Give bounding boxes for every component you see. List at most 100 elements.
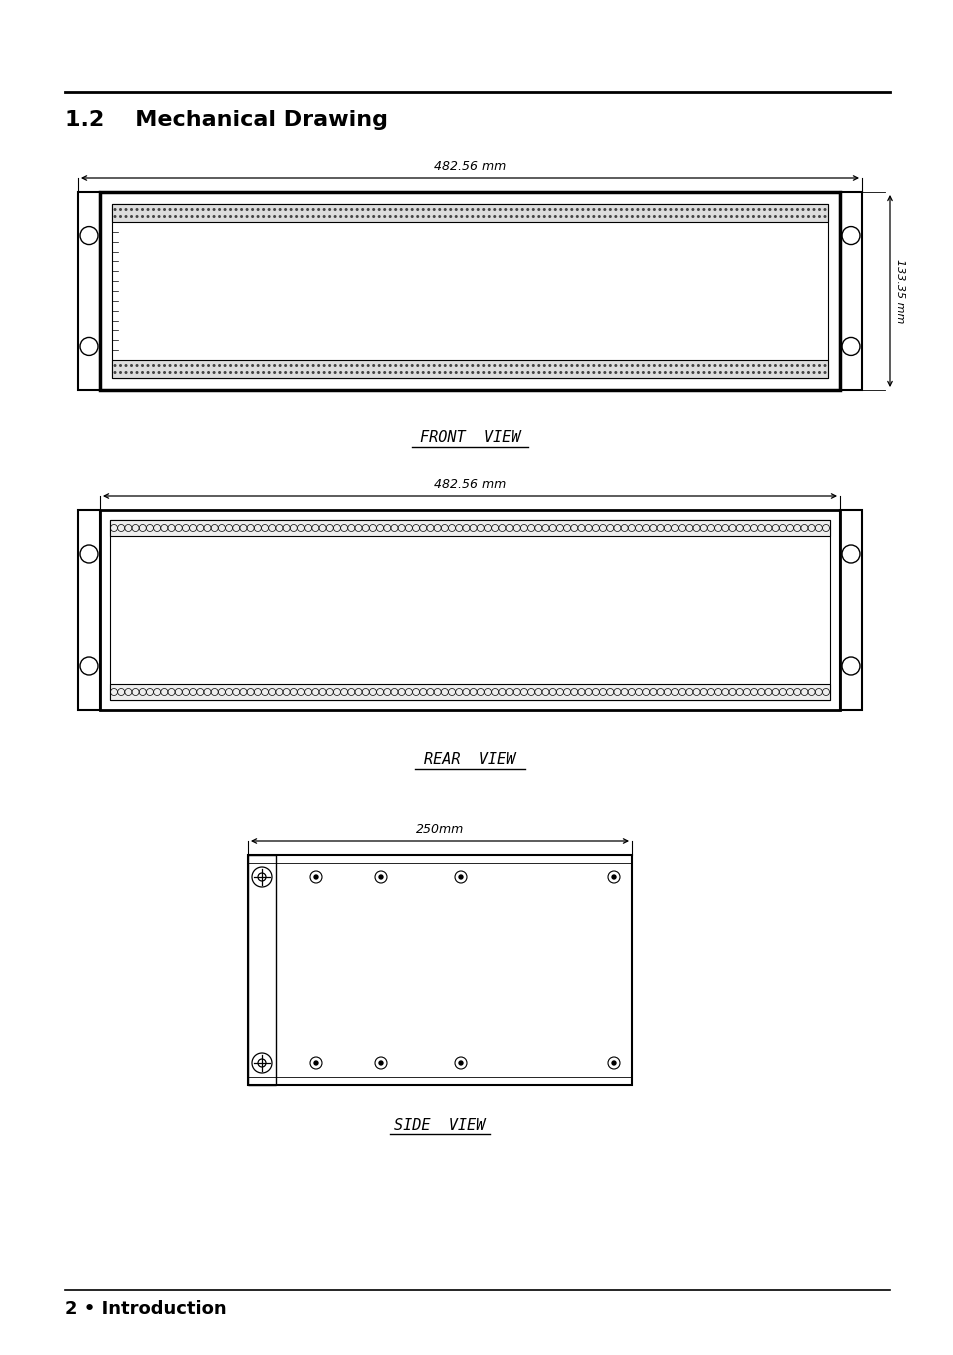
Circle shape xyxy=(179,215,182,218)
Circle shape xyxy=(278,371,281,374)
Circle shape xyxy=(306,215,309,218)
Circle shape xyxy=(163,215,166,218)
Circle shape xyxy=(740,364,743,367)
Circle shape xyxy=(768,364,771,367)
Circle shape xyxy=(762,215,765,218)
Circle shape xyxy=(762,371,765,374)
Circle shape xyxy=(443,364,446,367)
Circle shape xyxy=(366,364,370,367)
Circle shape xyxy=(229,215,232,218)
Circle shape xyxy=(586,215,589,218)
Circle shape xyxy=(647,209,650,211)
Circle shape xyxy=(713,209,716,211)
Circle shape xyxy=(614,371,617,374)
Circle shape xyxy=(817,209,821,211)
Circle shape xyxy=(130,215,132,218)
Bar xyxy=(100,509,840,710)
Text: 250mm: 250mm xyxy=(416,822,464,836)
Circle shape xyxy=(509,371,513,374)
Circle shape xyxy=(361,215,364,218)
Circle shape xyxy=(196,215,199,218)
Circle shape xyxy=(344,364,347,367)
Circle shape xyxy=(366,371,370,374)
Circle shape xyxy=(735,364,738,367)
Circle shape xyxy=(614,364,617,367)
Circle shape xyxy=(141,364,144,367)
Circle shape xyxy=(685,209,688,211)
Circle shape xyxy=(576,364,578,367)
Circle shape xyxy=(806,215,809,218)
Circle shape xyxy=(729,209,732,211)
Circle shape xyxy=(531,209,535,211)
Circle shape xyxy=(328,364,331,367)
Circle shape xyxy=(218,209,221,211)
Circle shape xyxy=(602,371,606,374)
Circle shape xyxy=(119,364,122,367)
Circle shape xyxy=(812,371,815,374)
Circle shape xyxy=(383,371,386,374)
Circle shape xyxy=(465,209,468,211)
Circle shape xyxy=(586,209,589,211)
Circle shape xyxy=(278,364,281,367)
Circle shape xyxy=(147,209,150,211)
Circle shape xyxy=(350,215,353,218)
Circle shape xyxy=(306,209,309,211)
Circle shape xyxy=(564,209,567,211)
Circle shape xyxy=(554,209,557,211)
Circle shape xyxy=(179,371,182,374)
Circle shape xyxy=(713,215,716,218)
Circle shape xyxy=(663,209,666,211)
Circle shape xyxy=(580,371,584,374)
Circle shape xyxy=(636,209,639,211)
Circle shape xyxy=(531,215,535,218)
Circle shape xyxy=(399,215,402,218)
Circle shape xyxy=(344,209,347,211)
Circle shape xyxy=(119,371,122,374)
Circle shape xyxy=(757,215,760,218)
Circle shape xyxy=(377,215,380,218)
Circle shape xyxy=(757,209,760,211)
Circle shape xyxy=(679,364,682,367)
Circle shape xyxy=(157,215,160,218)
Circle shape xyxy=(173,209,177,211)
Circle shape xyxy=(377,209,380,211)
Circle shape xyxy=(707,215,710,218)
Circle shape xyxy=(806,364,809,367)
Circle shape xyxy=(350,364,353,367)
Circle shape xyxy=(548,215,551,218)
Circle shape xyxy=(493,364,496,367)
Circle shape xyxy=(685,215,688,218)
Circle shape xyxy=(817,215,821,218)
Bar xyxy=(840,192,862,390)
Circle shape xyxy=(312,209,314,211)
Circle shape xyxy=(201,371,204,374)
Text: 482.56 mm: 482.56 mm xyxy=(434,160,506,173)
Bar xyxy=(248,855,275,1085)
Circle shape xyxy=(630,371,633,374)
Circle shape xyxy=(822,371,825,374)
Circle shape xyxy=(625,209,628,211)
Circle shape xyxy=(701,215,704,218)
Circle shape xyxy=(157,371,160,374)
Circle shape xyxy=(278,209,281,211)
Circle shape xyxy=(388,209,392,211)
Circle shape xyxy=(697,371,700,374)
Circle shape xyxy=(339,215,342,218)
Circle shape xyxy=(179,209,182,211)
Circle shape xyxy=(284,364,287,367)
Circle shape xyxy=(273,209,275,211)
Circle shape xyxy=(416,364,418,367)
Circle shape xyxy=(449,371,452,374)
Circle shape xyxy=(433,209,436,211)
Circle shape xyxy=(290,364,293,367)
Circle shape xyxy=(141,371,144,374)
Circle shape xyxy=(135,209,138,211)
Circle shape xyxy=(135,364,138,367)
Circle shape xyxy=(520,364,523,367)
Circle shape xyxy=(647,215,650,218)
Circle shape xyxy=(773,371,776,374)
Circle shape xyxy=(526,371,529,374)
Circle shape xyxy=(526,215,529,218)
Circle shape xyxy=(433,371,436,374)
Circle shape xyxy=(455,209,457,211)
